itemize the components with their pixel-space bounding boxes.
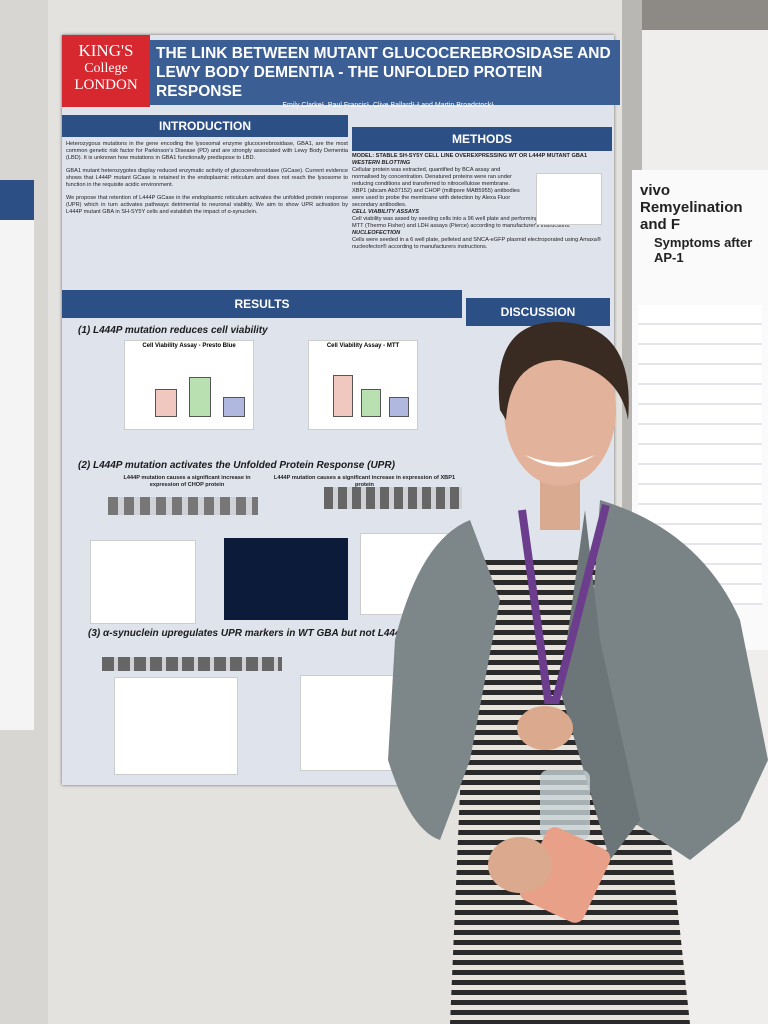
chart-title: Cell Viability Assay - Presto Blue (142, 343, 236, 349)
bar-shape (333, 375, 353, 417)
left-poster (0, 180, 34, 730)
authors: Emily Clarke¹, Paul Francis¹, Clive Ball… (282, 102, 494, 109)
title: LEWY BODY DEMENTIA - THE UNFOLDED PROTEI… (156, 64, 543, 100)
blot (102, 657, 282, 671)
chart-panel: Cell Viability Assay - MTT (308, 340, 418, 430)
title-banner: THE LINK BETWEEN MUTANT GLUCOCEREBROSIDA… (150, 40, 620, 109)
chart-title: Cell Viability Assay - MTT (326, 343, 400, 349)
bar-shape (189, 377, 211, 417)
smile (525, 455, 595, 467)
paragraph: GBA1 mutant heterozygotes display reduce… (66, 168, 348, 188)
logo-text: College (84, 61, 128, 76)
methods-paragraph: Cell viability was assed by seeding cell… (352, 216, 599, 229)
results-heading: RESULTS (62, 290, 462, 318)
methods-paragraph: Cells were seeded in a 6 well plate, pel… (352, 237, 602, 250)
results-section: (1) L444P mutation reduces cell viabilit… (78, 325, 268, 336)
blot (324, 487, 462, 509)
neighbor-title: Symptoms after AP-1 (654, 235, 753, 265)
methods-subtitle: NUCLEOFECTION (352, 230, 401, 236)
bar-shape (361, 389, 381, 417)
blot (108, 497, 258, 515)
hand (488, 837, 552, 893)
logo-text: LONDON (74, 77, 138, 93)
methods-text: MODEL: STABLE SH-SY5Y CELL LINE OVEREXPR… (352, 153, 602, 251)
methods-subtitle: WESTERN BLOTTING (352, 160, 411, 166)
methods-model: MODEL: STABLE SH-SY5Y CELL LINE OVEREXPR… (352, 153, 588, 159)
chart-panel (90, 540, 196, 624)
neighbor-title: vivo Remyelination and F (640, 182, 743, 233)
results-section: (2) L444P mutation activates the Unfolde… (78, 460, 395, 471)
jacket-right (590, 500, 768, 860)
methods-heading: METHODS (352, 127, 612, 151)
hair (498, 321, 629, 420)
bar-shape (223, 397, 245, 417)
jacket-left (388, 520, 500, 840)
title: THE LINK BETWEEN MUTANT GLUCOCEREBROSIDA… (156, 45, 611, 62)
face (504, 334, 616, 486)
logo-text: KING'S (78, 41, 134, 60)
intro-heading: INTRODUCTION (62, 115, 348, 137)
paragraph: We propose that retention of L444P GCase… (66, 195, 348, 215)
methods-paragraph: Cellular protein was extracted, quantifi… (352, 167, 520, 208)
caption: L444P mutation causes a significant incr… (123, 475, 251, 488)
lanyard (518, 504, 610, 704)
bar-shape (155, 389, 177, 417)
caption: L444P mutation causes a significant incr… (273, 475, 456, 488)
results-section: (3) α-synuclein upregulates UPR markers … (88, 628, 428, 639)
microscopy (224, 538, 348, 620)
chart-panel: Cell Viability Assay - Presto Blue (124, 340, 254, 430)
chart-panel (114, 677, 238, 775)
discussion-heading: DISCUSSION (466, 298, 610, 326)
paragraph: Heterozygous mutations in the gene encod… (66, 141, 348, 161)
left-header (0, 180, 34, 220)
bottle (540, 770, 590, 840)
methods-figure (536, 173, 602, 225)
methods-subtitle: CELL VIABILITY ASSAYS (352, 209, 419, 215)
hand (517, 706, 573, 750)
logo: KING'S College LONDON (62, 35, 150, 107)
intro-text: Heterozygous mutations in the gene encod… (66, 141, 348, 216)
bar-shape (389, 397, 409, 417)
